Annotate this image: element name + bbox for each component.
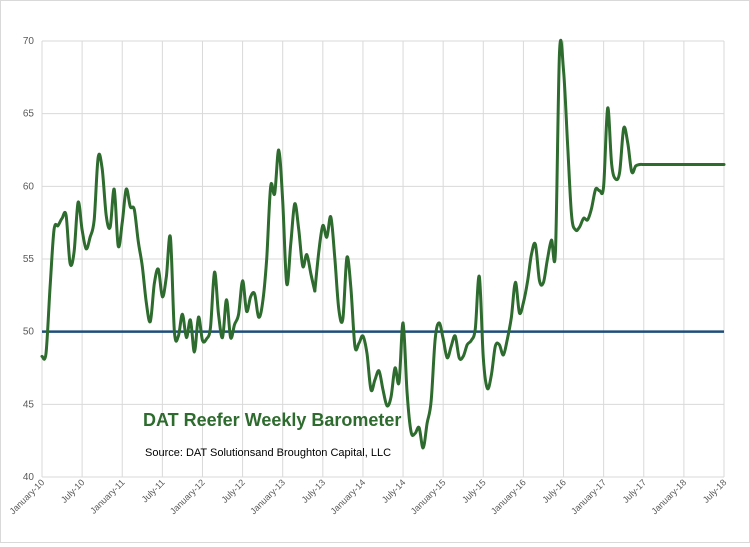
x-tick-label: January-15 <box>409 477 448 516</box>
x-tick-label: July-18 <box>701 477 729 505</box>
x-tick-label: July-12 <box>219 477 247 505</box>
y-tick-label: 40 <box>23 472 35 483</box>
gridlines <box>41 40 725 478</box>
x-tick-label: July-17 <box>621 477 649 505</box>
y-tick-label: 55 <box>23 254 35 265</box>
x-tick-label: January-13 <box>248 477 287 516</box>
series-line-1 <box>40 148 317 361</box>
x-tick-label: July-14 <box>380 477 408 505</box>
x-tick-label: January-10 <box>8 477 47 516</box>
x-tick-label: July-16 <box>540 477 568 505</box>
y-tick-label: 60 <box>23 181 35 192</box>
y-tick-label: 45 <box>23 399 35 410</box>
y-tick-label: 50 <box>23 327 35 338</box>
y-tick-label: 70 <box>23 36 35 47</box>
x-tick-label: July-10 <box>59 477 87 505</box>
x-tick-label: January-16 <box>489 477 528 516</box>
x-tick-label: January-11 <box>88 477 126 515</box>
y-tick-label: 65 <box>23 109 35 120</box>
x-tick-label: July-15 <box>460 477 488 505</box>
chart-subtitle: Source: DAT Solutionsand Broughton Capit… <box>145 447 391 459</box>
y-axis-ticks: 40 45 50 55 60 65 70 <box>23 36 35 483</box>
x-tick-label: July-11 <box>140 477 167 504</box>
x-tick-label: July-13 <box>300 477 328 505</box>
chart-title: DAT Reefer Weekly Barometer <box>143 410 401 430</box>
x-tick-label: January-18 <box>649 477 688 516</box>
x-tick-label: January-17 <box>569 477 608 516</box>
x-tick-label: January-12 <box>168 477 207 516</box>
x-tick-label: January-14 <box>328 477 367 516</box>
series-line-2 <box>313 38 726 450</box>
x-axis-ticks: January-10 July-10 January-11 July-11 Januar… <box>8 477 729 516</box>
series-layer <box>40 38 726 450</box>
